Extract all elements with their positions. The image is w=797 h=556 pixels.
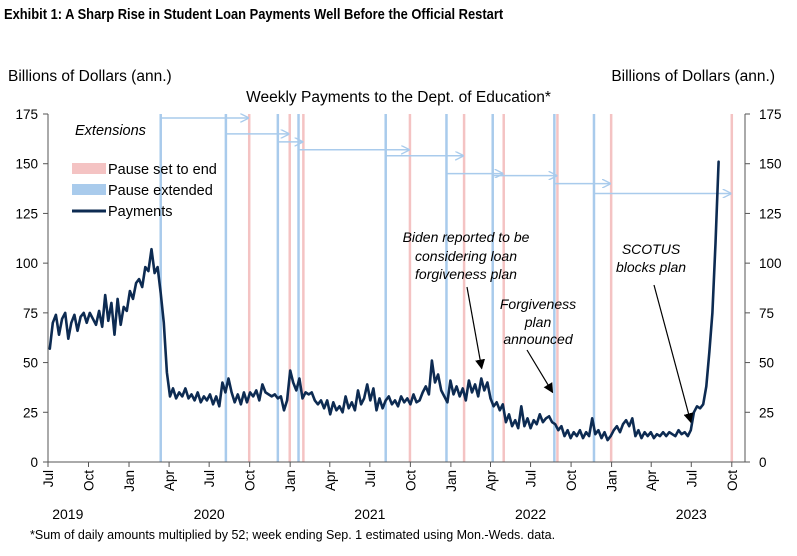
x-tick-label: Jan xyxy=(605,470,620,492)
legend-label: Pause extended xyxy=(108,183,213,199)
x-tick-label: Jan xyxy=(444,470,459,492)
annotation-biden-line: considering loan xyxy=(415,248,517,264)
left-axis-units: Billions of Dollars (ann.) xyxy=(8,68,172,85)
y-tick-label-left: 0 xyxy=(30,455,38,470)
annotation-forgiveness-line: Forgiveness xyxy=(500,296,576,312)
annotation-biden-line: Biden reported to be xyxy=(403,229,530,245)
y-tick-label-left: 175 xyxy=(15,107,38,122)
footnote: *Sum of daily amounts multiplied by 52; … xyxy=(30,528,556,542)
year-label: 2019 xyxy=(52,506,83,522)
x-tick-label: Jul xyxy=(684,470,699,487)
extensions-label: Extensions xyxy=(75,123,146,139)
x-tick-label: Oct xyxy=(243,470,258,491)
y-tick-label-left: 125 xyxy=(15,206,38,221)
y-tick-label-left: 25 xyxy=(23,405,38,420)
year-label: 2020 xyxy=(194,506,225,522)
x-tick-label: Jul xyxy=(363,470,378,487)
chart-title: Weekly Payments to the Dept. of Educatio… xyxy=(246,89,551,106)
x-tick-label: Jul xyxy=(524,470,539,487)
y-tick-label-left: 50 xyxy=(23,356,38,371)
annotation-biden-line: forgiveness plan xyxy=(415,266,517,282)
x-tick-label: Apr xyxy=(484,470,499,492)
year-label: 2021 xyxy=(354,506,385,522)
exhibit-title: Exhibit 1: A Sharp Rise in Student Loan … xyxy=(4,6,504,23)
legend-label: Payments xyxy=(108,204,172,220)
y-tick-label-right: 100 xyxy=(759,256,782,271)
x-tick-label: Jan xyxy=(283,470,298,492)
annotation-scotus-line: blocks plan xyxy=(616,259,686,275)
annotation-forgiveness-arrow xyxy=(526,349,554,394)
x-tick-label: Oct xyxy=(403,470,418,491)
right-axis-units: Billions of Dollars (ann.) xyxy=(611,68,775,85)
annotation-forgiveness-line: announced xyxy=(503,331,574,347)
x-tick-label: Apr xyxy=(644,470,659,492)
x-tick-label: Oct xyxy=(82,470,97,491)
x-tick-label: Jul xyxy=(41,470,56,487)
y-tick-label-right: 25 xyxy=(759,405,774,420)
annotation-forgiveness-line: plan xyxy=(524,314,552,330)
legend-swatch-pause-extended xyxy=(72,184,106,195)
y-tick-label-right: 0 xyxy=(759,455,767,470)
year-label: 2023 xyxy=(676,506,707,522)
y-tick-label-right: 75 xyxy=(759,306,774,321)
y-tick-label-left: 100 xyxy=(15,256,38,271)
y-tick-label-right: 50 xyxy=(759,356,774,371)
x-tick-label: Jul xyxy=(202,470,217,487)
legend-label: Pause set to end xyxy=(108,162,217,178)
payments-line xyxy=(48,160,720,442)
y-tick-label-right: 175 xyxy=(759,107,782,122)
x-tick-label: Jan xyxy=(122,470,137,492)
y-tick-label-right: 150 xyxy=(759,157,782,172)
legend-swatch-pause-set-to-end xyxy=(72,163,106,174)
annotation-scotus-arrow xyxy=(653,284,694,424)
y-tick-label-left: 150 xyxy=(15,157,38,172)
x-tick-label: Apr xyxy=(162,470,177,492)
year-label: 2022 xyxy=(515,506,546,522)
x-tick-label: Oct xyxy=(725,470,740,491)
annotation-biden-arrow xyxy=(466,286,486,370)
x-tick-label: Oct xyxy=(564,470,579,491)
annotation-scotus-line: SCOTUS xyxy=(622,241,681,257)
y-tick-label-right: 125 xyxy=(759,206,782,221)
y-tick-label-left: 75 xyxy=(23,306,38,321)
x-tick-label: Apr xyxy=(323,470,338,492)
